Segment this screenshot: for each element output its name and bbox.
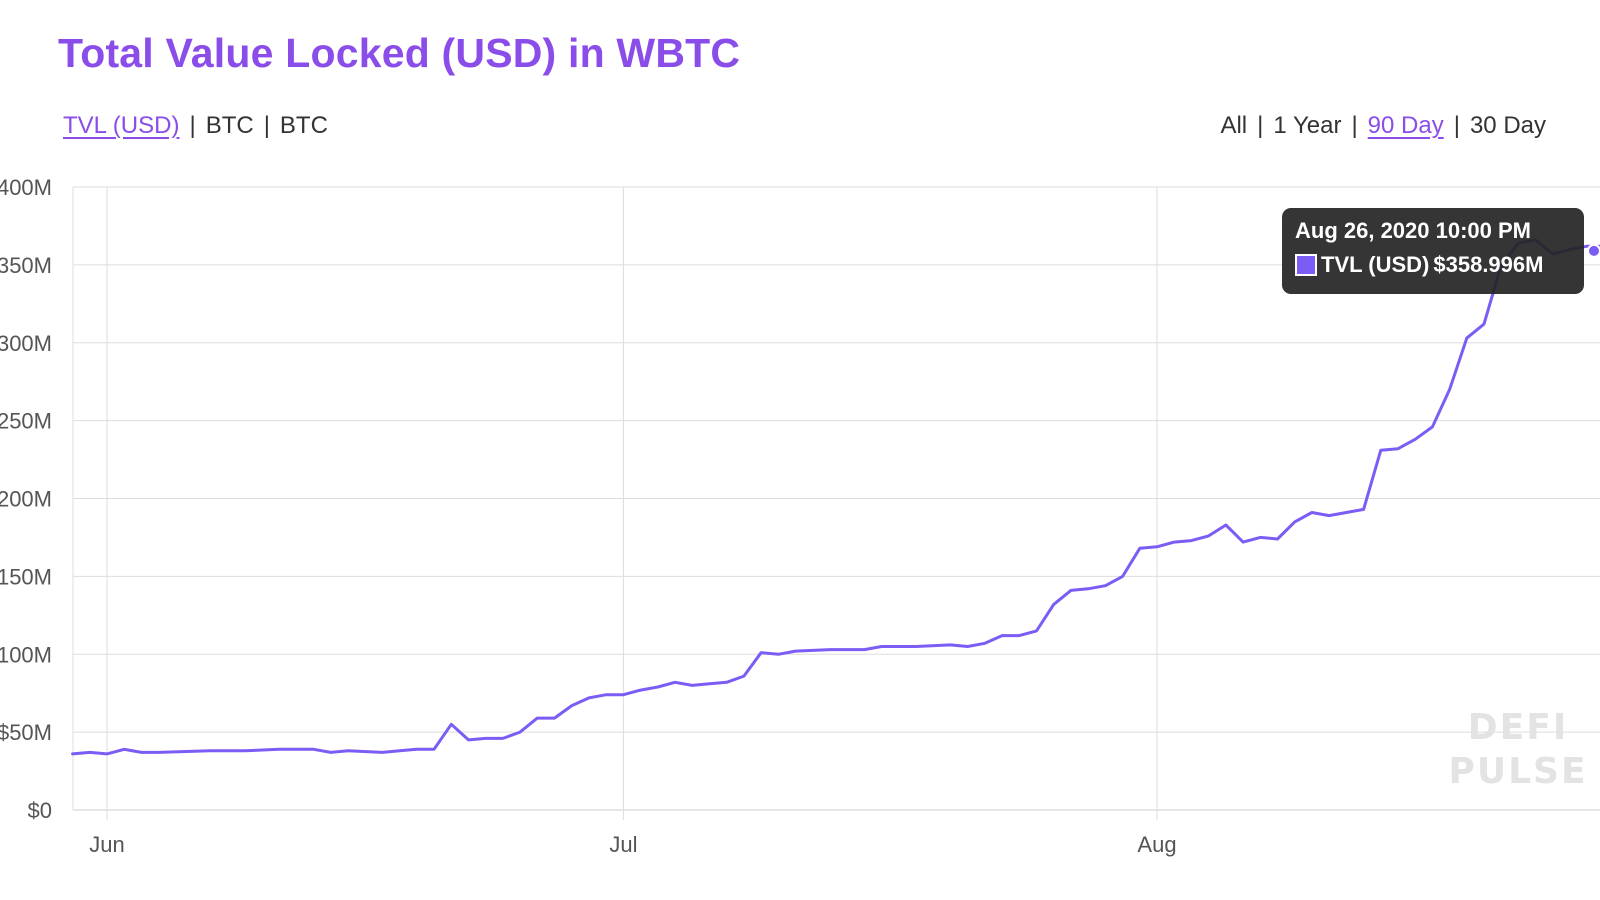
chart-title: Total Value Locked (USD) in WBTC — [58, 30, 741, 76]
watermark-line-2: PULSE — [1448, 751, 1588, 792]
y-tick-label: $350M — [0, 253, 52, 278]
range-1-year-link[interactable]: 1 Year — [1273, 112, 1342, 139]
range-separator: | — [1453, 112, 1460, 139]
y-tick-label: $50M — [0, 720, 52, 745]
range-90-day-link[interactable]: 90 Day — [1367, 112, 1444, 139]
metric-tvl-usd-link[interactable]: TVL (USD) — [63, 112, 180, 139]
defi-pulse-watermark: DEFI PULSE — [1448, 706, 1588, 794]
tooltip-row: TVL (USD) $358.996M — [1295, 252, 1543, 278]
tooltip-title: Aug 26, 2020 10:00 PM — [1295, 218, 1532, 243]
metric-separator: | — [263, 112, 270, 139]
range-toggle: All | 1 Year | 90 Day | 30 Day — [1220, 112, 1546, 140]
y-tick-label: $300M — [0, 331, 52, 356]
series-line-tvl-usd[interactable] — [71, 238, 1600, 756]
tooltip-series-label: TVL (USD) — [1321, 252, 1430, 277]
x-tick-label: Jul — [609, 832, 637, 857]
x-tick-label: Jun — [89, 832, 124, 857]
watermark-line-1: DEFI — [1467, 707, 1569, 748]
x-tick-label: Aug — [1137, 832, 1176, 857]
y-tick-label: $200M — [0, 487, 52, 512]
y-tick-label: $400M — [0, 175, 52, 200]
chart-tooltip: Aug 26, 2020 10:00 PM TVL (USD) $358.996… — [1282, 208, 1584, 294]
y-tick-label: $0 — [28, 798, 52, 823]
range-separator: | — [1257, 112, 1264, 139]
range-separator: | — [1351, 112, 1358, 139]
range-30-day-link[interactable]: 30 Day — [1469, 112, 1546, 139]
range-all-link[interactable]: All — [1220, 112, 1248, 139]
y-tick-label: $150M — [0, 564, 52, 589]
y-tick-label: $100M — [0, 642, 52, 667]
highlighted-data-point — [1587, 243, 1600, 258]
tooltip-series-value: $358.996M — [1433, 252, 1544, 277]
y-tick-label: $250M — [0, 409, 52, 434]
tooltip-series-swatch — [1295, 254, 1317, 276]
metric-separator: | — [189, 112, 196, 139]
metric-toggle: TVL (USD) | BTC | BTC — [63, 112, 328, 140]
metric-btc-link-2[interactable]: BTC — [279, 112, 328, 139]
metric-btc-link[interactable]: BTC — [205, 112, 254, 139]
